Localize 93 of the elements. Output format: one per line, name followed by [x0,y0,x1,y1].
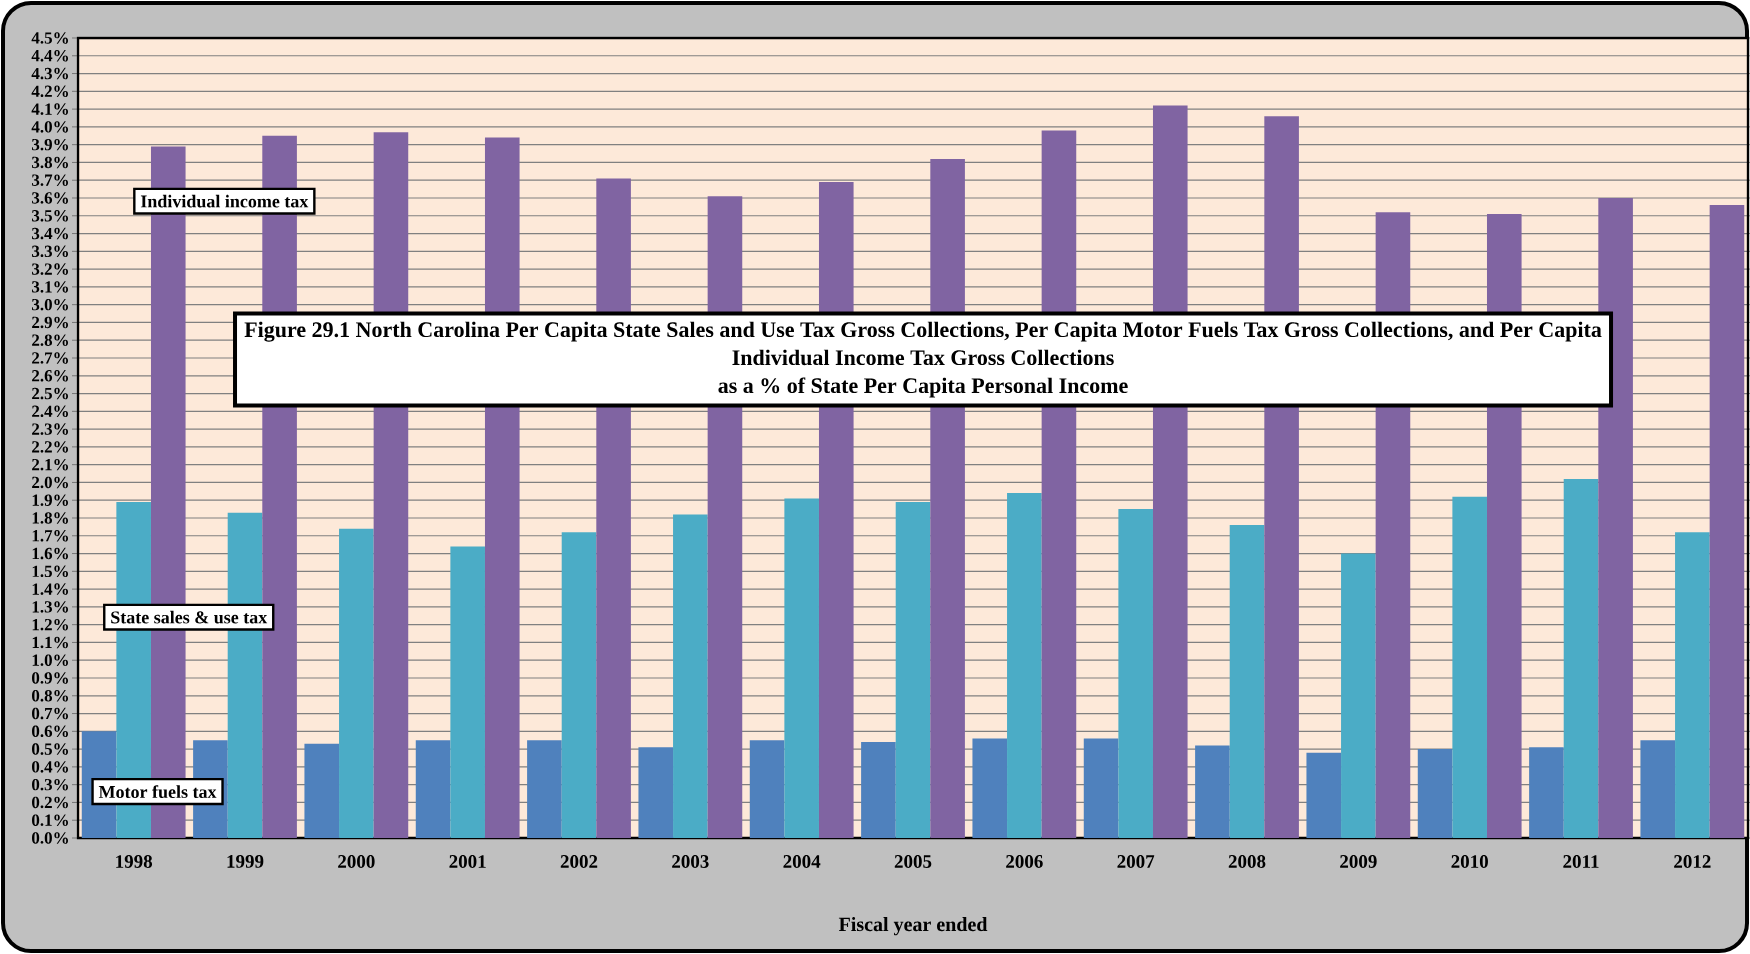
y-tick-label: 3.2% [31,263,68,275]
x-tick-label: 2002 [560,855,598,868]
bar [304,743,340,838]
bar [450,546,485,838]
y-tick-label: 3.9% [31,138,68,151]
x-tick-label: 2005 [894,855,932,868]
bar [1083,738,1119,838]
y-tick-label: 1.4% [32,583,68,595]
y-tick-label: 3.1% [31,281,68,293]
y-tick-label: 0.1% [32,814,68,826]
bar [1306,752,1342,838]
bar [1417,749,1453,838]
bar [638,747,674,838]
bar [749,740,785,838]
x-tick-label: 2011 [1563,855,1599,868]
y-tick-label: 0.9% [32,672,68,684]
series-label: Motor fuels tax [98,785,217,799]
series-label: Individual income tax [140,194,309,208]
y-tick-label: 3.7% [31,174,68,186]
y-tick-label: 4.0% [31,121,68,133]
y-tick-label: 4.4% [31,50,68,62]
y-tick-label: 3.3% [31,245,68,258]
bar [339,528,374,838]
bar [1640,740,1676,838]
bar [1709,205,1745,838]
y-tick-label: 2.5% [32,387,68,400]
x-tick-label: 2010 [1451,855,1488,868]
x-tick-label: 1999 [227,855,264,868]
y-tick-label: 0.5% [32,743,68,755]
series-label: State sales & use tax [111,610,268,624]
x-tick-label: 2004 [783,855,821,868]
x-axis-title: Fiscal year ended [838,917,988,936]
y-tick-label: 1.9% [32,494,68,506]
bar [1452,496,1487,838]
bar [673,514,708,838]
y-tick-label: 2.0% [32,476,68,489]
y-tick-label: 0.0% [32,832,68,844]
y-tick-label: 2.4% [32,405,68,418]
y-tick-label: 1.3% [32,601,68,613]
y-tick-label: 3.8% [31,156,68,169]
bar [527,740,562,838]
text: as a % of State Per Capita Personal Income [718,377,1128,398]
y-tick-label: 3.5% [31,210,68,222]
y-tick-label: 2.8% [32,334,68,346]
y-tick-label: 4.3% [31,67,68,80]
bar [1563,478,1599,838]
y-tick-label: 2.1% [32,458,68,471]
bar [861,742,896,838]
y-tick-label: 2.6% [32,370,68,382]
y-tick-label: 0.3% [32,778,68,791]
y-tick-label: 0.4% [32,761,68,773]
y-tick-label: 1.1% [32,636,68,649]
y-tick-label: 1.6% [32,547,68,560]
bar [1007,493,1042,838]
y-tick-label: 0.7% [32,707,68,720]
bar [895,502,931,838]
x-tick-label: 2009 [1340,855,1377,868]
y-tick-label: 1.8% [32,512,68,524]
x-tick-label: 2008 [1228,855,1266,868]
bar [561,532,597,838]
y-tick-label: 3.0% [31,298,68,311]
y-tick-label: 2.3% [32,423,68,435]
y-tick-label: 0.8% [32,690,68,702]
y-tick-label: 1.2% [32,618,68,631]
bar [972,738,1008,838]
x-tick-label: 2000 [338,855,375,868]
x-tick-label: 2012 [1674,855,1711,868]
y-tick-label: 1.7% [32,530,68,542]
y-tick-label: 1.0% [32,654,68,666]
y-tick-label: 1.5% [32,565,68,578]
bar [1229,525,1265,838]
y-tick-label: 2.7% [32,352,68,364]
x-tick-label: 2006 [1006,855,1043,868]
x-tick-label: 2003 [672,855,709,868]
y-tick-label: 3.4% [31,227,68,240]
x-tick-label: 1998 [116,855,153,868]
bar [1675,532,1710,838]
y-tick-label: 4.2% [31,85,68,98]
x-tick-label: 2001 [449,855,486,868]
y-tick-label: 0.6% [32,725,68,738]
bar [784,498,819,838]
y-tick-label: 0.2% [32,796,68,809]
y-tick-label: 2.9% [32,316,68,329]
y-tick-label: 4.5% [31,32,68,44]
y-tick-label: 2.2% [32,441,68,453]
bar [415,740,451,838]
x-tick-label: 2007 [1117,855,1155,868]
bar [1341,553,1376,838]
bar [1195,745,1230,838]
bar [1529,747,1564,838]
y-tick-label: 3.6% [31,192,68,204]
bar [1118,509,1153,838]
y-tick-label: 4.1% [31,103,68,115]
